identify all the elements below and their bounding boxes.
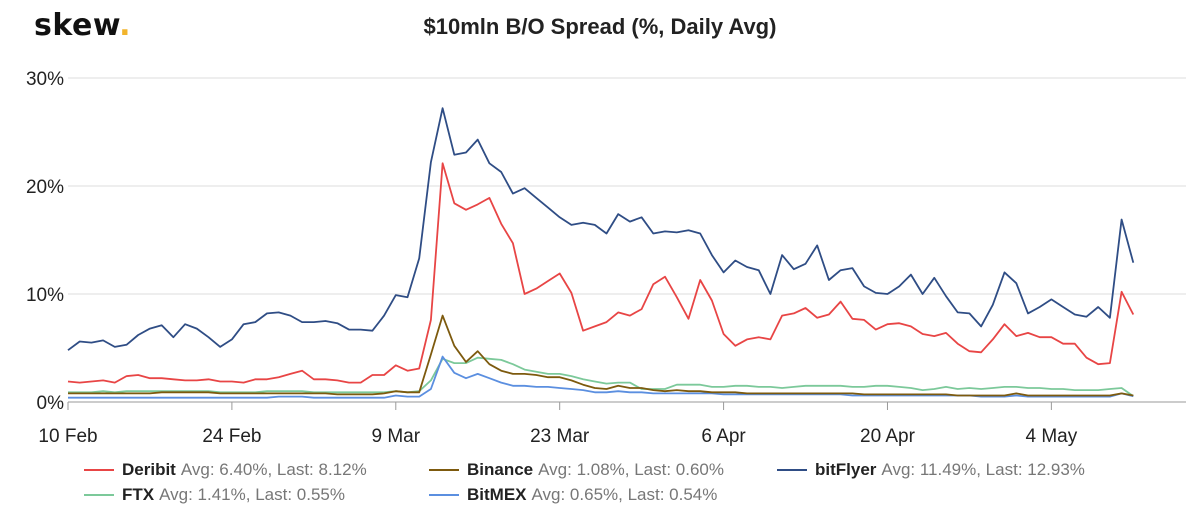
legend-name-binance: Binance <box>467 460 534 479</box>
chart-title: $10mln B/O Spread (%, Daily Avg) <box>423 14 777 39</box>
legend-name-bitmex: BitMEX <box>467 485 527 504</box>
gridlines <box>68 77 1186 403</box>
legend-stats-deribit: Avg: 6.40%, Last: 8.12% <box>180 460 367 479</box>
x-tick-label: 9 Mar <box>372 426 421 447</box>
x-axis-ticks: 10 Feb 24 Feb 9 Mar 23 Mar 6 Apr 20 Apr 4 May <box>38 402 1078 447</box>
logo-dot: . <box>119 8 132 43</box>
legend-stats-bitmex: Avg: 0.65%, Last: 0.54% <box>531 485 718 504</box>
legend-item-binance[interactable]: Binance Avg: 1.08%, Last: 0.60% <box>429 460 724 480</box>
y-tick-label: 30% <box>26 69 64 90</box>
y-tick-label: 10% <box>26 285 64 306</box>
legend-item-deribit[interactable]: Deribit Avg: 6.40%, Last: 8.12% <box>84 460 367 480</box>
legend-swatch-binance <box>429 469 459 471</box>
legend-name-bitflyer: bitFlyer <box>815 460 877 479</box>
skew-logo: skew. <box>34 8 131 43</box>
x-tick-label: 24 Feb <box>202 426 261 447</box>
legend-item-ftx[interactable]: FTX Avg: 1.41%, Last: 0.55% <box>84 485 345 505</box>
legend-swatch-ftx <box>84 494 114 496</box>
x-tick-label: 20 Apr <box>860 426 916 447</box>
x-tick-label: 10 Feb <box>38 426 97 447</box>
legend-name-ftx: FTX <box>122 485 155 504</box>
series-line-deribit <box>67 162 1135 384</box>
legend-item-bitflyer[interactable]: bitFlyer Avg: 11.49%, Last: 12.93% <box>777 460 1085 480</box>
legend-item-bitmex[interactable]: BitMEX Avg: 0.65%, Last: 0.54% <box>429 485 717 505</box>
x-tick-label: 4 May <box>1025 426 1077 447</box>
legend-stats-binance: Avg: 1.08%, Last: 0.60% <box>538 460 725 479</box>
y-tick-label: 20% <box>26 177 64 198</box>
x-tick-label: 6 Apr <box>701 426 746 447</box>
series-line-bitflyer <box>67 107 1135 351</box>
legend-swatch-deribit <box>84 469 114 471</box>
legend-stats-bitflyer: Avg: 11.49%, Last: 12.93% <box>881 460 1085 479</box>
legend-stats-ftx: Avg: 1.41%, Last: 0.55% <box>159 485 345 504</box>
y-tick-label: 0% <box>37 393 65 414</box>
logo-text: skew <box>34 8 120 43</box>
series-line-binance <box>68 314 1134 397</box>
y-axis-ticks: 0% 10% 20% 30% <box>26 69 64 414</box>
series-lines <box>67 107 1135 399</box>
x-tick-label: 23 Mar <box>530 426 590 447</box>
series-line-ftx <box>68 356 1134 397</box>
legend-name-deribit: Deribit <box>122 460 176 479</box>
legend-swatch-bitflyer <box>777 469 807 471</box>
legend: Deribit Avg: 6.40%, Last: 8.12% Binance … <box>0 456 1200 516</box>
legend-swatch-bitmex <box>429 494 459 496</box>
